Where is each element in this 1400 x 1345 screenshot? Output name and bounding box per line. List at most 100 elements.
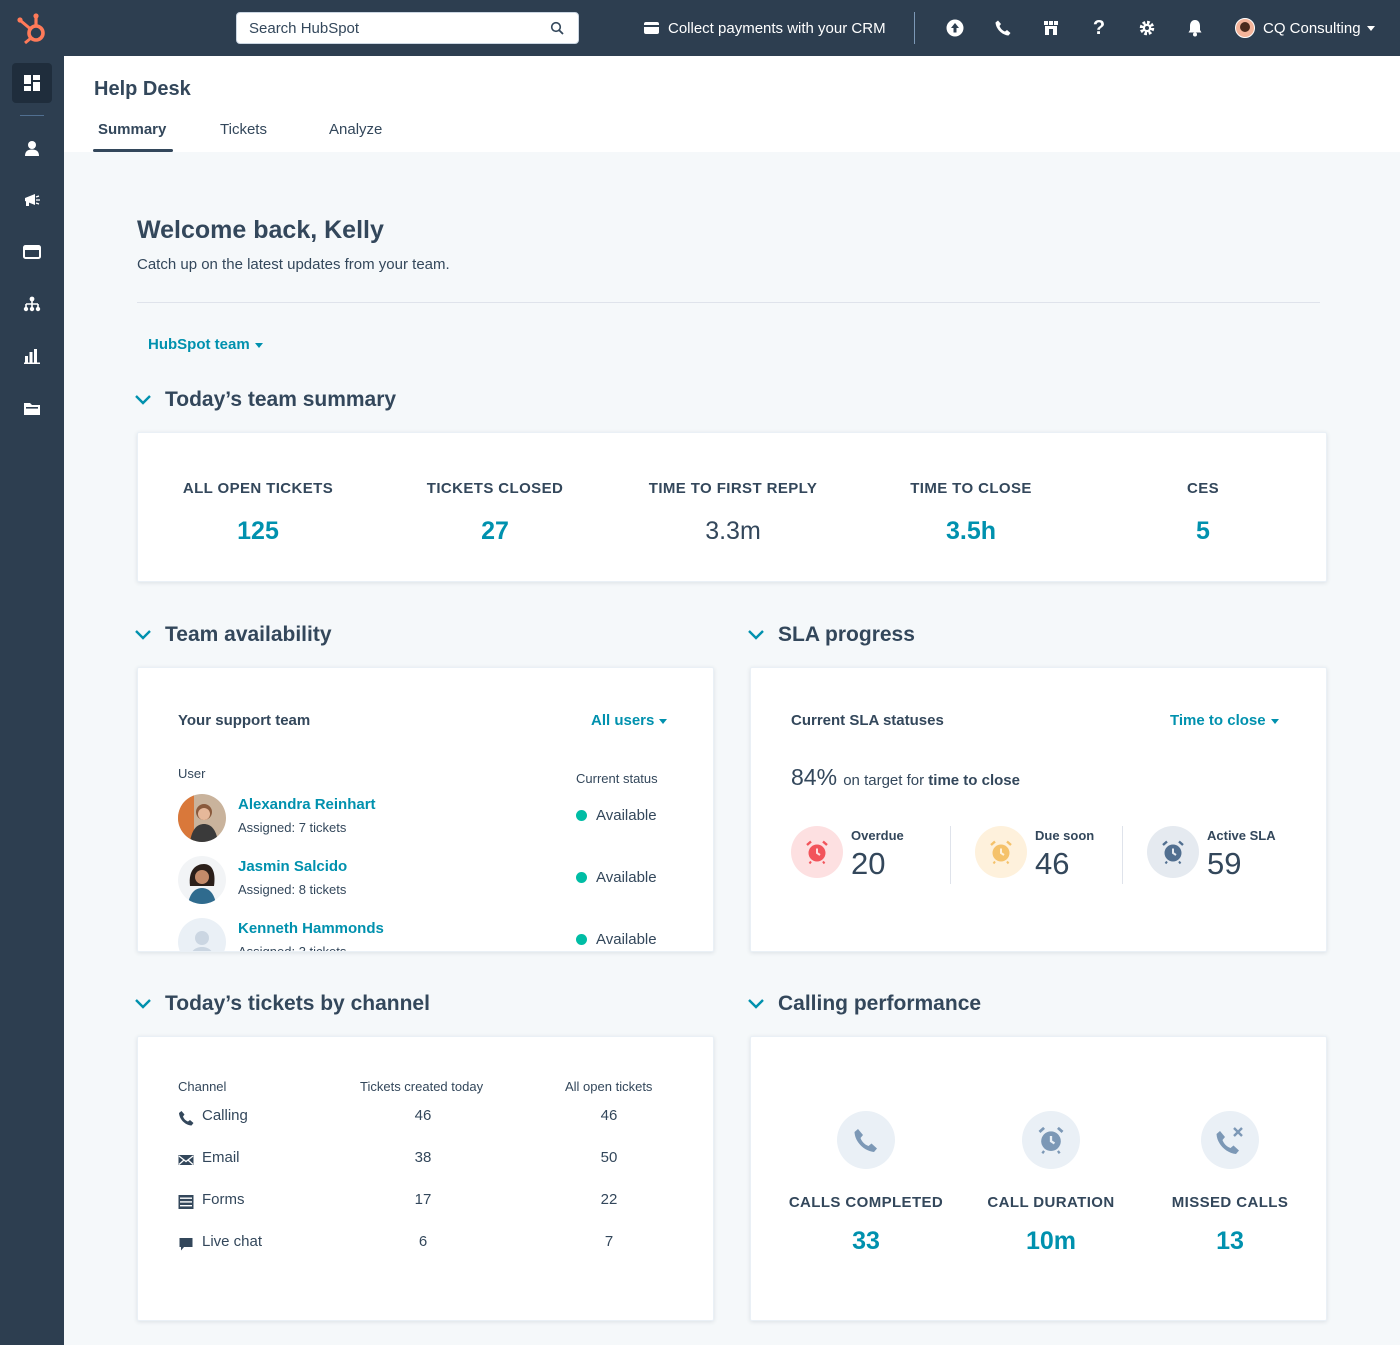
sidebar-item-library[interactable] [12,388,52,428]
user-avatar [178,794,226,842]
divider [1122,826,1123,884]
section-toggle-calling-performance[interactable]: Calling performance [746,992,981,1016]
divider [950,826,951,884]
table-row[interactable]: Email 38 50 [178,1149,678,1171]
tickets-created: 17 [414,1191,432,1208]
section-title: Today’s tickets by channel [165,992,430,1015]
table-row[interactable]: Live chat 6 7 [178,1233,678,1255]
tickets-created: 38 [414,1149,432,1166]
search-icon[interactable] [550,21,564,35]
caret-down-icon [659,718,668,724]
chevron-down-icon [135,630,151,640]
user-assigned: Assigned: 3 tickets [238,944,347,952]
table-row[interactable]: Forms 17 22 [178,1191,678,1213]
stat-value[interactable]: 27 [481,517,509,545]
phone-icon[interactable] [992,17,1014,39]
forms-icon [178,1195,194,1209]
search-box[interactable] [236,12,579,44]
stat-ces: CES 5 [1093,480,1313,546]
metric-label: CALLS COMPLETED [788,1194,944,1211]
tab-tickets[interactable]: Tickets [220,121,267,138]
user-name-link[interactable]: Alexandra Reinhart [238,796,376,813]
marketplace-icon[interactable] [1040,17,1062,39]
team-availability-card: Your support team All users User Current… [137,667,714,952]
channel-name: Forms [202,1191,245,1208]
users-filter-label: All users [591,712,655,729]
marketing-icon [25,194,40,206]
collect-payments-link[interactable]: Collect payments with your CRM [643,17,886,39]
stat-value[interactable]: 3.5h [945,517,997,545]
avatar [1235,18,1255,38]
sla-filter-dropdown[interactable]: Time to close [1170,712,1279,729]
open-tickets: 46 [600,1107,618,1124]
sla-value: 20 [851,846,886,881]
stat-label: ALL OPEN TICKETS [182,480,334,497]
settings-icon[interactable] [1136,17,1158,39]
list-item: Alexandra Reinhart Assigned: 7 tickets A… [178,794,678,842]
section-toggle-sla-progress[interactable]: SLA progress [746,623,915,647]
chat-icon [179,1238,193,1251]
upgrade-icon[interactable] [944,17,966,39]
alarm-icon [1147,826,1199,878]
user-name-link[interactable]: Kenneth Hammonds [238,920,384,937]
sla-active[interactable]: Active SLA 59 [1147,826,1297,882]
column-header-user: User [178,766,206,781]
chevron-down-icon [135,999,151,1009]
sidebar [0,56,64,1345]
metric-value[interactable]: 13 [1216,1227,1244,1255]
section-toggle-tickets-by-channel[interactable]: Today’s tickets by channel [133,992,430,1016]
sidebar-item-reporting[interactable] [12,336,52,376]
team-filter-dropdown[interactable]: HubSpot team [148,336,263,353]
sla-percent-metric: time to close [928,772,1020,789]
search-input[interactable] [237,13,527,43]
tab-analyze[interactable]: Analyze [329,121,383,138]
call-duration: CALL DURATION 10m [961,1111,1141,1256]
chevron-down-icon [1366,25,1375,31]
stat-value[interactable]: 5 [1196,517,1210,545]
welcome-subtitle: Catch up on the latest updates from your… [137,256,450,273]
alarm-icon [975,826,1027,878]
tickets-created: 6 [418,1233,428,1250]
user-name-link[interactable]: Jasmin Salcido [238,858,348,875]
sla-label: Active SLA [1207,828,1276,843]
page-header: Help Desk Summary Tickets Analyze [64,56,1400,152]
sidebar-item-content[interactable] [12,232,52,272]
account-menu[interactable]: CQ Consulting [1235,16,1375,40]
users-filter-dropdown[interactable]: All users [591,712,668,729]
team-filter-label: HubSpot team [148,336,250,353]
calling-performance-card: CALLS COMPLETED 33 CALL DURATION 10m MIS… [750,1036,1327,1321]
metric-label: MISSED CALLS [1171,1194,1289,1211]
help-icon[interactable]: ? [1092,16,1106,39]
sidebar-item-dashboard[interactable] [12,63,52,103]
card-title: Current SLA statuses [791,712,944,729]
card-title: Your support team [178,712,311,729]
status-label: Available [596,931,657,948]
section-title: Team availability [165,623,332,646]
stat-value[interactable]: 125 [237,517,279,545]
metric-value[interactable]: 33 [852,1227,880,1255]
missed-call-icon [1201,1111,1259,1169]
hubspot-logo-icon[interactable] [14,10,52,46]
stat-tickets-closed: TICKETS CLOSED 27 [385,480,605,546]
sla-overdue[interactable]: Overdue 20 [791,826,941,882]
section-title: Today’s team summary [165,388,397,411]
chevron-down-icon [748,630,764,640]
section-toggle-team-summary[interactable]: Today’s team summary [133,388,396,412]
contacts-icon [25,141,39,156]
team-summary-card: ALL OPEN TICKETS 125 TICKETS CLOSED 27 T… [137,432,1327,582]
sidebar-item-contacts[interactable] [12,128,52,168]
sla-label: Overdue [851,828,904,843]
alarm-icon [1022,1111,1080,1169]
user-avatar [178,918,226,951]
sidebar-item-marketing[interactable] [12,180,52,220]
tab-summary[interactable]: Summary [98,121,167,138]
chevron-down-icon [135,395,151,405]
user-assigned: Assigned: 7 tickets [238,820,347,835]
sla-due-soon[interactable]: Due soon 46 [975,826,1125,882]
notifications-icon[interactable] [1184,17,1206,39]
section-toggle-team-availability[interactable]: Team availability [133,623,332,647]
automation-icon [23,296,41,312]
table-row[interactable]: Calling 46 46 [178,1107,678,1129]
sidebar-item-automation[interactable] [12,284,52,324]
metric-value[interactable]: 10m [1025,1227,1077,1255]
